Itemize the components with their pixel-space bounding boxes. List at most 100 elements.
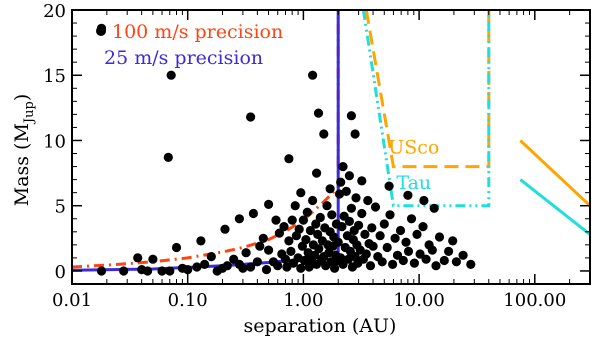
data-point-2 — [163, 152, 173, 162]
legend-point-marker — [96, 26, 106, 36]
data-point-90 — [333, 237, 343, 247]
data-point-27 — [222, 261, 232, 271]
data-point-133 — [401, 237, 411, 247]
data-point-100 — [344, 216, 354, 226]
data-point-62 — [304, 262, 314, 272]
data-point-36 — [258, 233, 268, 243]
data-point-123 — [375, 231, 385, 241]
data-point-120 — [368, 241, 378, 251]
data-point-160 — [234, 214, 244, 224]
data-point-30 — [238, 263, 248, 273]
data-point-7 — [284, 154, 294, 164]
x-tick-label: 100.00 — [503, 290, 566, 311]
data-point-32 — [246, 262, 256, 272]
data-point-137 — [412, 229, 422, 239]
data-point-57 — [298, 215, 308, 225]
data-point-71 — [314, 244, 324, 254]
y-tick-label: 15 — [43, 66, 66, 87]
data-point-47 — [284, 236, 294, 246]
curve-rv100-0 — [71, 10, 340, 269]
axis-ticks: 0.01 0.10 1.00 10.00 100.00 0 5 10 15 20 — [43, 1, 591, 311]
data-point-155 — [357, 176, 367, 186]
x-tick-label: 10.00 — [393, 290, 445, 311]
data-point-68 — [311, 219, 321, 229]
data-point-65 — [308, 195, 318, 206]
data-point-35 — [255, 241, 265, 251]
data-point-60 — [302, 207, 312, 217]
data-point-63 — [305, 225, 315, 236]
data-point-15 — [143, 266, 153, 276]
data-point-5 — [313, 108, 324, 118]
data-point-147 — [448, 236, 458, 246]
curve-usco-4 — [519, 139, 592, 207]
data-point-38 — [264, 245, 274, 255]
y-label-close: ) — [11, 94, 33, 101]
data-point-67 — [310, 250, 320, 260]
data-point-21 — [183, 265, 193, 275]
data-point-37 — [261, 265, 272, 275]
data-point-102 — [346, 203, 356, 213]
data-point-12 — [119, 266, 129, 276]
data-point-116 — [363, 195, 373, 206]
data-point-136 — [409, 258, 419, 268]
data-point-93 — [337, 222, 347, 232]
data-point-135 — [406, 214, 417, 224]
data-point-8 — [346, 111, 356, 121]
y-label-main: Mass (M — [11, 123, 33, 206]
y-label-sub: Jup — [22, 101, 37, 125]
data-point-54 — [294, 224, 304, 234]
data-point-128 — [388, 259, 398, 269]
data-point-72 — [315, 212, 325, 223]
data-point-148 — [451, 257, 461, 267]
data-point-86 — [330, 263, 340, 273]
data-point-164 — [384, 181, 394, 191]
data-point-1 — [166, 70, 176, 80]
data-point-149 — [458, 250, 468, 260]
annotation-tau: Tau — [396, 172, 431, 194]
plot-frame — [71, 9, 591, 285]
data-point-70 — [313, 229, 323, 239]
svg-text:Mass (MJup): Mass (MJup) — [11, 94, 37, 207]
data-point-107 — [351, 193, 361, 203]
points-layer — [96, 23, 476, 276]
data-point-78 — [322, 201, 332, 211]
data-point-156 — [338, 162, 348, 172]
data-point-129 — [390, 233, 400, 243]
data-point-58 — [299, 255, 309, 266]
data-point-42 — [274, 228, 284, 238]
data-point-33 — [248, 208, 258, 219]
data-point-22 — [192, 262, 202, 272]
data-point-44 — [279, 222, 289, 232]
data-point-139 — [418, 222, 428, 232]
data-point-132 — [398, 255, 408, 266]
y-tick-label: 10 — [43, 131, 66, 152]
y-tick-label: 0 — [55, 262, 66, 283]
data-point-150 — [466, 259, 476, 269]
y-tick-label: 20 — [43, 1, 66, 22]
legend-100ms: 100 m/s precision — [112, 21, 283, 43]
data-point-126 — [382, 242, 392, 253]
data-point-125 — [379, 219, 389, 229]
x-tick-label: 0.01 — [52, 290, 92, 311]
curve-tau-3 — [361, 9, 491, 208]
data-point-144 — [434, 232, 445, 242]
data-point-119 — [367, 223, 377, 233]
data-point-40 — [271, 215, 281, 225]
data-point-163 — [312, 168, 322, 178]
data-point-115 — [361, 249, 371, 259]
data-point-13 — [133, 253, 143, 263]
data-point-158 — [296, 188, 306, 198]
data-point-17 — [157, 266, 167, 276]
data-point-16 — [148, 254, 158, 264]
data-point-134 — [403, 246, 414, 256]
data-point-154 — [344, 171, 354, 181]
data-point-4 — [308, 70, 318, 80]
data-point-11 — [96, 266, 107, 276]
data-point-6 — [319, 129, 329, 139]
data-point-121 — [370, 202, 381, 212]
data-point-127 — [385, 210, 395, 220]
data-point-18 — [165, 266, 175, 276]
data-point-161 — [220, 224, 230, 234]
annotation-usco: USco — [388, 137, 439, 159]
